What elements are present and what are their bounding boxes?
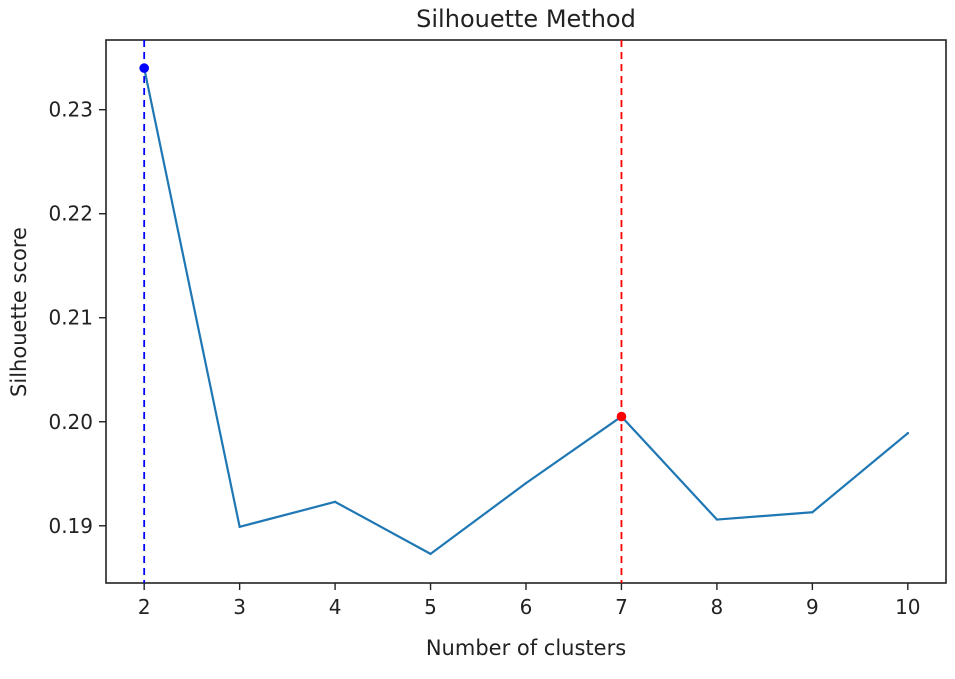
plot-layer: 2 3 4 5 6 7 8 9 10 0.19 0.20 0.21 0.22 0.23 xyxy=(48,39,947,619)
x-tick-label: 3 xyxy=(233,595,246,619)
x-tick-label: 2 xyxy=(138,595,151,619)
data-point xyxy=(811,511,814,514)
y-tick-label: 0.23 xyxy=(48,98,93,122)
x-axis-label: Number of clusters xyxy=(426,636,626,660)
data-point xyxy=(715,518,719,521)
x-tick-label: 6 xyxy=(520,595,533,619)
y-tick-label: 0.19 xyxy=(48,514,93,538)
data-point xyxy=(429,552,432,556)
highlighted-point xyxy=(139,63,149,73)
highlighted-point xyxy=(616,411,627,422)
x-tick-label: 9 xyxy=(806,595,819,619)
data-point xyxy=(524,481,528,485)
y-axis-label: Silhouette score xyxy=(7,227,31,397)
x-tick-label: 5 xyxy=(424,595,437,619)
x-tick-label: 10 xyxy=(895,595,920,619)
y-tick-label: 0.22 xyxy=(48,202,93,226)
y-tick-label: 0.21 xyxy=(48,306,93,330)
chart-title: Silhouette Method xyxy=(416,5,636,33)
x-tick-label: 7 xyxy=(615,595,628,619)
y-tick-label: 0.20 xyxy=(48,410,93,434)
x-tick-label: 4 xyxy=(329,595,342,619)
data-point xyxy=(906,432,910,435)
x-tick-label: 8 xyxy=(711,595,724,619)
data-point xyxy=(333,500,337,504)
data-point xyxy=(238,525,241,529)
